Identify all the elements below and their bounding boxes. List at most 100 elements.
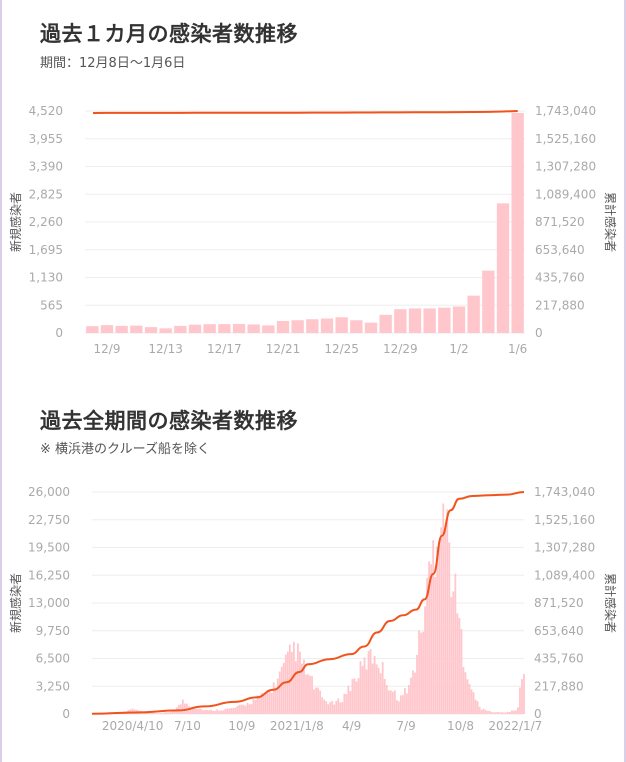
- daily-bar: [361, 665, 364, 714]
- daily-bar: [373, 656, 376, 714]
- bar-12-27: [364, 322, 378, 333]
- daily-bar: [274, 687, 277, 714]
- y-tick-label: 0: [62, 707, 70, 721]
- daily-bar: [438, 545, 441, 714]
- daily-bar: [369, 648, 372, 714]
- daily-bar: [456, 613, 459, 714]
- daily-bar: [226, 708, 229, 714]
- x-tick-label: 7/9: [396, 719, 415, 733]
- daily-bar: [359, 661, 362, 714]
- y2-tick-label: 1,089,400: [534, 568, 595, 582]
- monthly-cases-chart: 0 0 565 217,880 1,130 435,760 1,695 653,640 2,26…: [8, 104, 618, 356]
- bar-12-11: [130, 325, 143, 333]
- daily-bar: [208, 710, 210, 714]
- daily-bar: [301, 663, 303, 714]
- daily-bar: [323, 699, 326, 714]
- bar-1-3: [467, 295, 480, 333]
- daily-bar: [355, 681, 358, 714]
- daily-bar: [311, 676, 313, 714]
- daily-bar: [383, 678, 386, 714]
- bar-1-6: [511, 112, 524, 333]
- daily-bar: [436, 546, 439, 714]
- x-tick-label: 2022/1/7: [488, 719, 542, 733]
- daily-bar: [307, 674, 309, 714]
- y2-tick-label: 0: [535, 326, 543, 340]
- daily-bar: [418, 630, 420, 714]
- daily-bar: [357, 678, 360, 714]
- daily-bar: [181, 699, 184, 714]
- y-tick-label: 4,520: [29, 104, 63, 118]
- daily-bar: [401, 695, 404, 714]
- daily-bar: [486, 710, 489, 714]
- daily-bar: [506, 711, 509, 714]
- x-tick-label: 12/13: [148, 342, 183, 356]
- daily-bar: [276, 678, 279, 714]
- y2-tick-label: 653,640: [535, 243, 585, 257]
- daily-bar: [448, 542, 451, 714]
- cumulative-line: [91, 491, 525, 715]
- daily-bar: [319, 690, 322, 714]
- daily-bar: [183, 703, 186, 714]
- daily-bar: [480, 709, 483, 714]
- daily-bar: [472, 692, 475, 714]
- daily-bar: [351, 679, 354, 714]
- x-tick-label: 12/9: [94, 342, 121, 356]
- daily-bar: [385, 685, 388, 714]
- daily-bar: [299, 651, 301, 714]
- daily-bar: [254, 699, 257, 714]
- y2-axis-title: 累計感染者: [603, 573, 618, 633]
- daily-bar: [260, 692, 263, 714]
- daily-bar: [444, 530, 447, 714]
- daily-bar: [420, 632, 422, 714]
- daily-bar: [228, 708, 231, 714]
- y-tick-label: 3,390: [29, 160, 63, 174]
- daily-bar: [220, 710, 223, 714]
- y2-tick-label: 1,743,040: [534, 485, 595, 499]
- y2-tick-label: 217,880: [535, 298, 585, 312]
- y2-tick-label: 435,760: [534, 652, 584, 666]
- daily-bar: [365, 669, 368, 714]
- daily-bar: [391, 691, 394, 714]
- daily-bar: [246, 702, 249, 714]
- bar-12-17: [218, 324, 231, 333]
- y-tick-label: 13,000: [28, 596, 70, 610]
- daily-bar: [190, 707, 192, 714]
- daily-bar: [325, 701, 328, 714]
- daily-bar: [210, 709, 213, 714]
- y-tick-label: 3,955: [29, 132, 63, 146]
- daily-bar: [278, 671, 281, 714]
- daily-bar: [236, 706, 239, 714]
- daily-bar: [155, 713, 158, 714]
- daily-bar: [222, 710, 225, 714]
- y-tick-label: 9,750: [36, 624, 70, 638]
- bar-12-29: [394, 309, 407, 333]
- daily-bar: [460, 628, 463, 714]
- daily-bar: [464, 672, 467, 714]
- daily-bar: [341, 702, 344, 714]
- daily-bar: [272, 682, 275, 714]
- daily-bar: [204, 709, 206, 714]
- bar-1-1: [438, 307, 451, 333]
- daily-bar: [151, 712, 154, 714]
- daily-bar: [389, 690, 392, 714]
- daily-bar: [264, 692, 267, 714]
- bar-1-2: [452, 306, 466, 333]
- daily-bar: [519, 687, 521, 714]
- y-tick-label: 1,695: [29, 243, 63, 257]
- daily-bar: [313, 689, 315, 714]
- x-tick-label: 12/29: [383, 342, 418, 356]
- x-tick-label: 4/9: [342, 719, 361, 733]
- y2-tick-label: 871,520: [534, 596, 584, 610]
- daily-bar: [131, 708, 134, 714]
- daily-bar: [488, 710, 491, 714]
- bar-12-9: [100, 325, 114, 333]
- daily-bar: [294, 661, 297, 714]
- daily-bar: [230, 708, 233, 714]
- daily-bar: [515, 710, 517, 714]
- daily-bar: [266, 689, 269, 714]
- daily-bar: [149, 712, 152, 714]
- daily-bar: [327, 704, 330, 714]
- daily-bar: [169, 711, 172, 714]
- daily-bar: [434, 577, 437, 714]
- y-tick-label: 26,000: [28, 485, 70, 499]
